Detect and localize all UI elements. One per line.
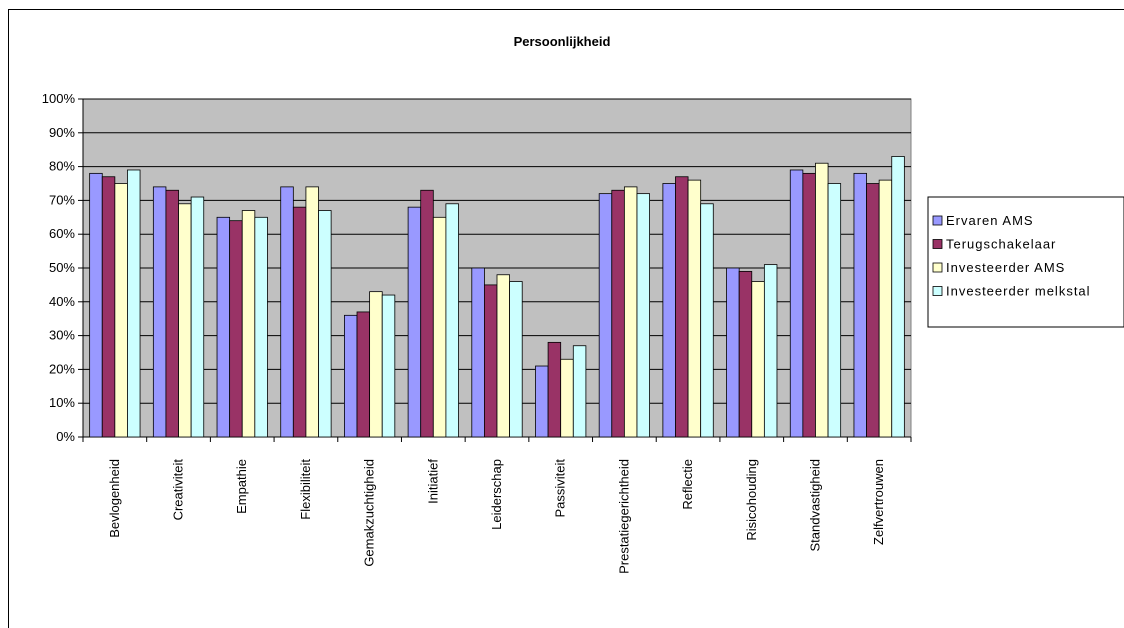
bar bbox=[432, 216, 447, 438]
bar bbox=[815, 162, 829, 438]
plot-area: 0% 10% 20% 30% 40% 50% 60% 70% 80% 90% 100% Bevloge… bbox=[42, 91, 912, 574]
bar bbox=[496, 274, 511, 438]
y-tick-label: 60% bbox=[49, 226, 75, 241]
bar bbox=[254, 216, 268, 438]
bar bbox=[471, 267, 485, 438]
y-tick-label: 0% bbox=[56, 429, 75, 444]
bar bbox=[292, 206, 307, 438]
y-tick-label: 90% bbox=[49, 125, 75, 140]
bar bbox=[802, 172, 816, 438]
legend-swatch bbox=[932, 286, 943, 296]
x-tick-label: Leiderschap bbox=[489, 459, 504, 530]
bar bbox=[636, 193, 650, 438]
y-tick-label: 10% bbox=[49, 395, 75, 410]
legend-label: Ervaren AMS bbox=[946, 213, 1034, 228]
bar bbox=[420, 189, 434, 438]
bar bbox=[89, 172, 103, 438]
x-tick-label: Empathie bbox=[234, 459, 249, 514]
legend: Ervaren AMS Terugschakelaar Investeerder A… bbox=[927, 196, 1124, 328]
bar bbox=[344, 314, 358, 438]
y-tick-label: 30% bbox=[49, 328, 75, 343]
bar bbox=[165, 189, 179, 438]
x-tick-label: Creativiteit bbox=[171, 459, 186, 521]
x-tick-label: Passiviteit bbox=[553, 459, 568, 518]
y-tick-label: 70% bbox=[49, 192, 75, 207]
legend-label: Investeerder AMS bbox=[946, 260, 1065, 275]
bar bbox=[318, 210, 332, 438]
bar bbox=[827, 183, 842, 438]
x-tick-label: Risicohouding bbox=[744, 459, 759, 541]
y-tick-label: 50% bbox=[49, 260, 75, 275]
bar bbox=[751, 281, 765, 438]
bar bbox=[216, 216, 231, 438]
bar bbox=[445, 203, 459, 438]
bar bbox=[152, 186, 167, 438]
y-tick-label: 80% bbox=[49, 159, 75, 174]
bar bbox=[560, 358, 574, 438]
bar bbox=[114, 183, 128, 438]
x-tick-label: Flexibiliteit bbox=[298, 459, 313, 520]
chart-frame bbox=[8, 9, 1124, 628]
bar bbox=[789, 169, 804, 438]
legend-label: Terugschakelaar bbox=[946, 237, 1056, 252]
bar bbox=[611, 189, 625, 438]
bar bbox=[407, 206, 422, 438]
bar bbox=[853, 172, 867, 438]
y-tick-label: 20% bbox=[49, 361, 75, 376]
bar bbox=[241, 210, 256, 438]
legend-swatch bbox=[932, 239, 943, 249]
bar bbox=[675, 176, 689, 438]
legend-label: Investeerder melkstal bbox=[946, 284, 1091, 299]
y-tick-label: 100% bbox=[42, 91, 76, 106]
bar bbox=[229, 220, 243, 438]
x-tick-label: Prestatiegerichtheid bbox=[616, 459, 631, 574]
x-tick-label: Bevlogenheid bbox=[107, 459, 122, 538]
bar bbox=[178, 203, 192, 438]
bar bbox=[623, 186, 638, 438]
bar bbox=[127, 169, 141, 438]
bar bbox=[598, 193, 613, 438]
x-tick-label: Reflectie bbox=[680, 459, 695, 510]
bar bbox=[190, 196, 205, 438]
legend-swatch bbox=[932, 215, 943, 226]
bar bbox=[700, 203, 714, 438]
bar bbox=[356, 311, 371, 438]
legend-box bbox=[927, 196, 1124, 328]
bar bbox=[369, 291, 383, 438]
legend-swatch bbox=[932, 262, 943, 273]
bar bbox=[763, 264, 778, 438]
bar bbox=[572, 345, 587, 438]
bar bbox=[509, 281, 523, 438]
x-tick-label: Zelfvertrouwen bbox=[871, 459, 886, 545]
bar bbox=[280, 186, 294, 438]
x-tick-label: Initiatief bbox=[425, 459, 440, 504]
chart-title: Persoonlijkheid bbox=[514, 34, 611, 49]
bar bbox=[101, 176, 116, 438]
bar bbox=[483, 284, 498, 438]
x-tick-label: Standvastigheid bbox=[807, 459, 822, 552]
x-tick-label: Gemakzuchtigheid bbox=[362, 459, 377, 567]
bar bbox=[738, 270, 753, 438]
bar bbox=[535, 365, 549, 438]
bar bbox=[662, 183, 676, 438]
bar bbox=[687, 179, 702, 438]
bar bbox=[305, 186, 319, 438]
bar bbox=[381, 294, 396, 438]
bar bbox=[866, 183, 880, 438]
bar bbox=[878, 179, 893, 438]
bar bbox=[726, 267, 740, 438]
y-tick-label: 40% bbox=[49, 294, 75, 309]
bar bbox=[547, 341, 562, 438]
bar bbox=[891, 156, 905, 438]
